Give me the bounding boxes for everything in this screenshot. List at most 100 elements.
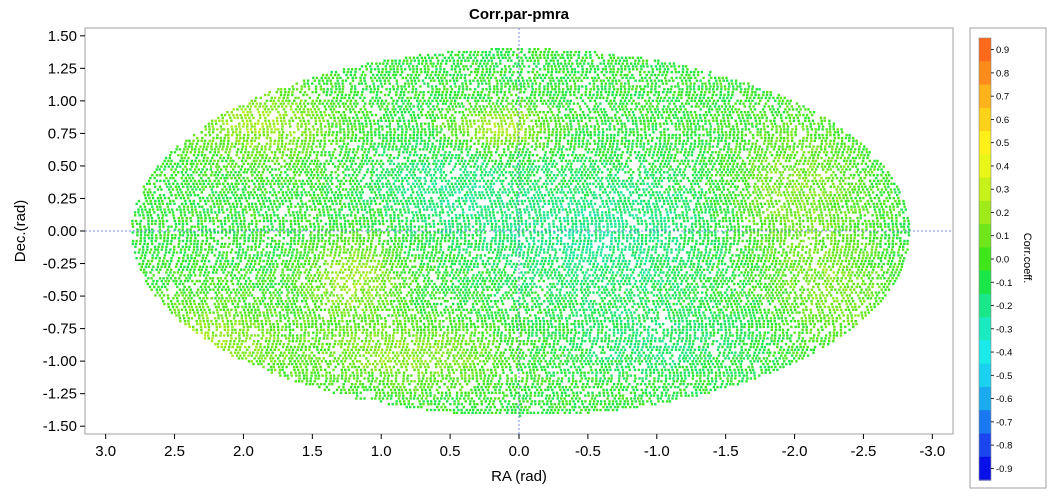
scatter-point [713,311,716,314]
scatter-point [437,314,440,317]
scatter-point [272,340,276,343]
scatter-point [590,354,594,357]
scatter-point [423,334,427,337]
scatter-point [454,334,458,337]
scatter-point [590,397,594,400]
scatter-point [363,368,366,372]
scatter-point [275,314,278,317]
scatter-point [498,314,501,317]
scatter-point [764,368,768,372]
scatter-point [505,394,509,397]
scatter-point [747,305,750,309]
scatter-point [392,337,395,340]
scatter-point [713,300,716,303]
scatter-point [658,351,661,354]
scatter-point [780,345,783,349]
scatter-point [551,383,554,386]
scatter-point [348,320,352,323]
scatter-point [471,391,474,394]
scatter-point [808,314,811,317]
scatter-point [403,340,406,343]
scatter-point [828,337,831,340]
scatter-point [248,302,251,306]
scatter-point [501,365,504,369]
scatter-point [552,371,555,374]
scatter-point [175,297,179,300]
scatter-point [603,377,606,380]
scatter-point [524,383,528,386]
scatter-point [387,314,390,317]
scatter-point [417,345,420,349]
scatter-point [625,302,629,306]
scatter-point [507,385,511,389]
scatter-point [598,294,601,297]
scatter-point [448,394,452,397]
scatter-point [584,385,588,389]
scatter-point [515,385,518,389]
scatter-point [600,337,603,340]
scatter-point [312,368,315,372]
scatter-point [460,371,463,374]
scatter-point [262,311,265,314]
scatter-point [239,354,242,357]
scatter-point [674,328,677,331]
scatter-point [493,337,496,340]
scatter-point [591,371,594,374]
scatter-point [309,288,312,291]
scatter-point [565,317,568,320]
scatter-point [189,302,192,306]
scatter-point [679,371,682,374]
scatter-point [406,391,409,394]
scatter-point [846,320,850,323]
scatter-point [236,288,239,291]
scatter-point [278,311,281,314]
scatter-point [406,374,410,377]
scatter-point [685,297,688,300]
scatter-point [310,362,313,366]
scatter-point [601,348,604,351]
scatter-point [438,291,441,294]
scatter-point [700,385,703,389]
scatter-point [446,308,449,311]
scatter-point [440,371,443,374]
scatter-point [801,320,804,323]
scatter-point [454,322,458,326]
scatter-point [734,362,737,366]
scatter-point [584,400,587,403]
scatter-point [419,357,422,360]
scatter-point [342,385,345,389]
scatter-point [591,380,594,383]
scatter-point [558,328,561,331]
scatter-point [313,302,317,306]
scatter-point [201,288,204,291]
scatter-point [471,302,475,306]
scatter-point [591,305,594,309]
scatter-point [654,337,657,340]
scatter-point [407,291,411,294]
scatter-point [381,300,384,303]
scatter-point [737,302,740,306]
scatter-point [638,400,641,403]
scatter-point [212,288,215,291]
scatter-point [858,305,861,309]
scatter-point [854,302,857,306]
scatter-point [376,334,379,337]
scatter-point [356,297,360,300]
scatter-point [579,374,582,377]
scatter-point [440,368,443,372]
scatter-point [406,362,409,366]
scatter-point [767,300,770,303]
scatter-point [222,308,226,311]
scatter-point [449,408,452,412]
scatter-point [558,334,562,337]
scatter-point [581,385,584,389]
scatter-point [433,408,436,412]
scatter-point [411,322,414,326]
scatter-point [810,300,813,303]
scatter-point [616,328,620,331]
scatter-point [537,311,540,314]
scatter-point [622,351,625,354]
scatter-point [654,317,657,320]
scatter-point [480,403,483,406]
scatter-point [300,345,304,349]
